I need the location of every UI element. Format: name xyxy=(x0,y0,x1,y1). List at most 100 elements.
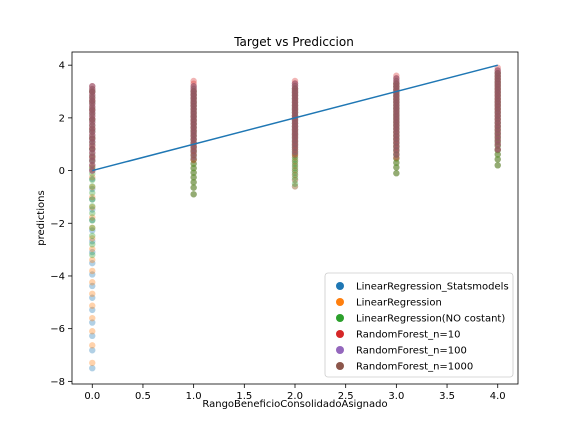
data-point xyxy=(494,138,501,146)
data-point xyxy=(393,102,400,109)
data-point xyxy=(291,122,299,130)
data-point xyxy=(291,183,299,190)
data-point xyxy=(291,82,299,90)
legend: LinearRegression_Statsmodels LinearRegres… xyxy=(324,272,514,378)
data-point xyxy=(89,157,96,164)
data-point xyxy=(190,143,197,151)
data-point xyxy=(190,160,197,167)
data-point xyxy=(190,128,197,135)
data-point xyxy=(291,150,299,157)
data-point xyxy=(190,184,197,191)
data-point xyxy=(190,116,197,123)
data-point xyxy=(291,137,299,145)
y-axis-ticks: −8 −6 −4 −2 0 2 4 xyxy=(50,61,72,388)
data-point xyxy=(291,102,299,109)
data-point xyxy=(190,105,197,112)
data-point xyxy=(89,142,96,149)
data-point xyxy=(291,164,299,172)
data-point xyxy=(89,167,96,174)
data-point xyxy=(291,142,299,150)
data-point xyxy=(291,109,299,116)
data-point xyxy=(494,75,501,82)
data-point xyxy=(89,154,96,161)
data-point xyxy=(291,120,299,128)
data-point xyxy=(494,92,501,99)
data-point xyxy=(494,80,501,88)
data-point xyxy=(393,122,400,129)
data-point xyxy=(89,267,96,275)
data-point xyxy=(291,162,299,170)
x-tick-label: 2.0 xyxy=(287,391,303,402)
data-point xyxy=(89,174,96,181)
data-point xyxy=(89,136,96,143)
data-point xyxy=(494,123,501,130)
data-point xyxy=(89,109,96,117)
data-point xyxy=(291,101,299,108)
data-point xyxy=(393,108,400,116)
data-point xyxy=(291,105,299,113)
data-point xyxy=(393,119,400,126)
data-point xyxy=(291,95,299,102)
data-point xyxy=(494,105,501,113)
data-point xyxy=(190,113,197,120)
data-point xyxy=(291,104,299,111)
data-point xyxy=(393,116,400,123)
data-point xyxy=(190,97,197,105)
data-point xyxy=(291,142,299,149)
data-point xyxy=(190,136,197,143)
data-point xyxy=(291,95,299,103)
data-point xyxy=(89,83,96,90)
data-point xyxy=(494,137,501,144)
data-point xyxy=(190,136,197,143)
data-point xyxy=(393,146,400,154)
data-point xyxy=(494,79,501,86)
data-point xyxy=(291,109,299,117)
data-point xyxy=(393,125,400,133)
data-point xyxy=(89,248,96,256)
data-point xyxy=(291,139,299,146)
data-point xyxy=(89,128,96,136)
data-point xyxy=(190,132,197,139)
data-point xyxy=(393,128,400,136)
data-point xyxy=(494,69,501,77)
data-point xyxy=(89,115,96,123)
data-point xyxy=(89,103,96,111)
data-point xyxy=(393,138,400,146)
data-point xyxy=(393,75,400,82)
series-4-points xyxy=(89,67,501,174)
data-point xyxy=(494,116,501,123)
data-point xyxy=(494,85,501,93)
data-point xyxy=(494,95,501,102)
data-point xyxy=(393,99,400,106)
data-point xyxy=(89,364,96,372)
data-point xyxy=(190,136,197,143)
data-point xyxy=(89,153,96,160)
data-point xyxy=(89,88,96,96)
data-point xyxy=(190,83,197,90)
data-point xyxy=(190,91,197,99)
data-point xyxy=(494,85,501,93)
data-point xyxy=(494,141,501,148)
data-point xyxy=(494,162,501,169)
data-point xyxy=(393,139,400,147)
data-point xyxy=(89,135,96,142)
data-point xyxy=(190,97,197,105)
data-point xyxy=(393,135,400,142)
data-point xyxy=(494,89,501,96)
data-point xyxy=(494,138,501,146)
data-point xyxy=(89,167,96,174)
data-point xyxy=(89,88,96,96)
data-point xyxy=(494,75,501,82)
data-point xyxy=(190,191,197,198)
data-point xyxy=(190,117,197,124)
data-point xyxy=(89,183,96,191)
data-point xyxy=(89,279,96,286)
data-point xyxy=(291,138,299,145)
legend-marker xyxy=(336,346,344,354)
data-point xyxy=(494,95,501,103)
data-point xyxy=(494,78,501,85)
data-point xyxy=(393,146,400,154)
data-point xyxy=(89,125,96,132)
data-point xyxy=(494,112,501,120)
data-point xyxy=(393,111,400,119)
